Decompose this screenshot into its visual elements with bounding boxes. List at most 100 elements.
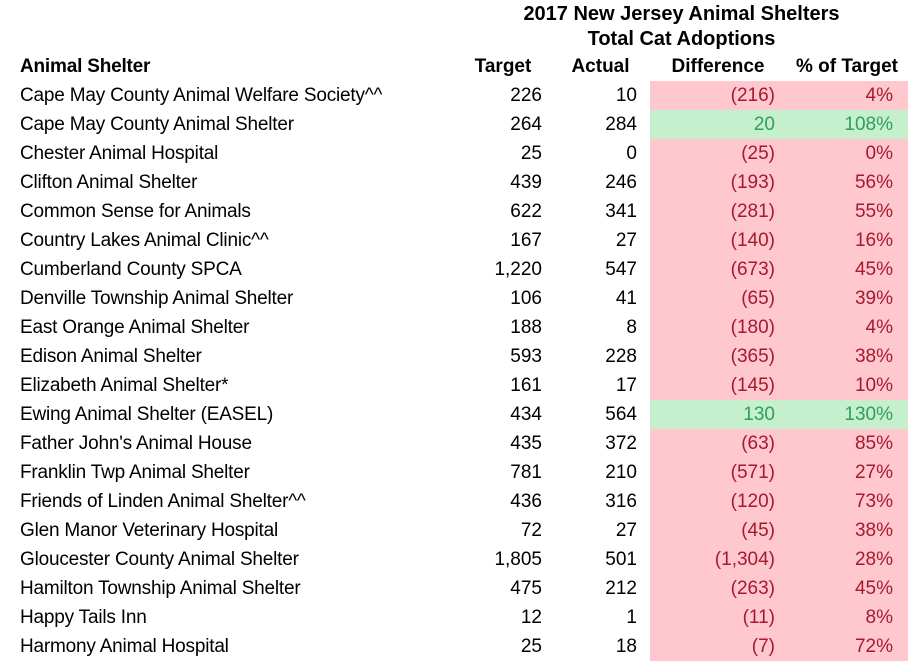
target-cell[interactable]: 188 [510, 317, 542, 338]
actual-cell[interactable]: 246 [605, 172, 637, 193]
actual-cell[interactable]: 10 [615, 85, 637, 106]
pct-of-target-cell[interactable]: 27% [786, 458, 908, 487]
shelter-name-cell[interactable]: Denville Township Animal Shelter [20, 288, 294, 309]
difference-cell[interactable]: (673) [650, 255, 786, 284]
pct-of-target-cell[interactable]: 56% [786, 168, 908, 197]
shelter-name-cell[interactable]: Happy Tails Inn [20, 607, 147, 628]
shelter-name-cell[interactable]: Hamilton Township Animal Shelter [20, 578, 301, 599]
actual-cell[interactable]: 284 [605, 114, 637, 135]
actual-cell[interactable]: 210 [605, 462, 637, 483]
target-cell[interactable]: 434 [510, 404, 542, 425]
actual-cell[interactable]: 372 [605, 433, 637, 454]
pct-of-target-cell[interactable]: 10% [786, 371, 908, 400]
actual-cell[interactable]: 41 [615, 288, 637, 309]
pct-of-target-cell[interactable]: 73% [786, 487, 908, 516]
target-cell[interactable]: 72 [520, 520, 542, 541]
difference-cell[interactable]: (120) [650, 487, 786, 516]
pct-of-target-cell[interactable]: 45% [786, 255, 908, 284]
target-cell[interactable]: 436 [510, 491, 542, 512]
target-cell[interactable]: 167 [510, 230, 542, 251]
shelter-name-cell[interactable]: Elizabeth Animal Shelter* [20, 375, 229, 396]
pct-of-target-cell[interactable]: 85% [786, 429, 908, 458]
pct-of-target-cell[interactable]: 108% [786, 110, 908, 139]
target-cell[interactable]: 264 [510, 114, 542, 135]
difference-cell[interactable]: (365) [650, 342, 786, 371]
pct-of-target-cell[interactable]: 38% [786, 342, 908, 371]
actual-cell[interactable]: 547 [605, 259, 637, 280]
pct-of-target-cell[interactable]: 8% [786, 603, 908, 632]
actual-cell[interactable]: 564 [605, 404, 637, 425]
pct-of-target-cell[interactable]: 72% [786, 632, 908, 661]
difference-cell[interactable]: 20 [650, 110, 786, 139]
target-cell[interactable]: 1,805 [494, 549, 542, 570]
shelter-name-cell[interactable]: Gloucester County Animal Shelter [20, 549, 299, 570]
difference-cell[interactable]: (25) [650, 139, 786, 168]
difference-cell[interactable]: (11) [650, 603, 786, 632]
shelter-name-cell[interactable]: Franklin Twp Animal Shelter [20, 462, 250, 483]
target-cell[interactable]: 12 [520, 607, 542, 628]
difference-cell[interactable]: 130 [650, 400, 786, 429]
difference-cell[interactable]: (263) [650, 574, 786, 603]
pct-of-target-cell[interactable]: 130% [786, 400, 908, 429]
difference-cell[interactable]: (145) [650, 371, 786, 400]
difference-cell[interactable]: (140) [650, 226, 786, 255]
target-cell[interactable]: 439 [510, 172, 542, 193]
actual-cell[interactable]: 18 [615, 636, 637, 657]
shelter-name-cell[interactable]: Chester Animal Hospital [20, 143, 219, 164]
pct-of-target-cell[interactable]: 28% [786, 545, 908, 574]
target-cell[interactable]: 161 [510, 375, 542, 396]
target-cell[interactable]: 226 [510, 85, 542, 106]
pct-of-target-cell[interactable]: 4% [786, 81, 908, 110]
difference-cell[interactable]: (7) [650, 632, 786, 661]
difference-cell[interactable]: (193) [650, 168, 786, 197]
target-cell[interactable]: 622 [510, 201, 542, 222]
actual-cell[interactable]: 316 [605, 491, 637, 512]
target-cell[interactable]: 25 [520, 143, 542, 164]
difference-cell[interactable]: (1,304) [650, 545, 786, 574]
target-cell[interactable]: 435 [510, 433, 542, 454]
pct-of-target-cell[interactable]: 16% [786, 226, 908, 255]
pct-of-target-cell[interactable]: 38% [786, 516, 908, 545]
shelter-name-cell[interactable]: Common Sense for Animals [20, 201, 251, 222]
shelter-name-cell[interactable]: Harmony Animal Hospital [20, 636, 229, 657]
actual-cell[interactable]: 1 [626, 607, 637, 628]
pct-of-target-cell[interactable]: 4% [786, 313, 908, 342]
actual-cell[interactable]: 8 [626, 317, 637, 338]
pct-of-target-cell[interactable]: 45% [786, 574, 908, 603]
actual-cell[interactable]: 501 [605, 549, 637, 570]
pct-of-target-cell[interactable]: 39% [786, 284, 908, 313]
shelter-name-cell[interactable]: Friends of Linden Animal Shelter^^ [20, 491, 306, 512]
pct-of-target-cell[interactable]: 55% [786, 197, 908, 226]
difference-cell[interactable]: (180) [650, 313, 786, 342]
target-cell[interactable]: 781 [510, 462, 542, 483]
actual-cell[interactable]: 228 [605, 346, 637, 367]
shelter-name-cell[interactable]: Cape May County Animal Shelter [20, 114, 294, 135]
shelter-name-cell[interactable]: East Orange Animal Shelter [20, 317, 250, 338]
actual-cell[interactable]: 341 [605, 201, 637, 222]
actual-cell[interactable]: 17 [615, 375, 637, 396]
difference-cell[interactable]: (65) [650, 284, 786, 313]
target-cell[interactable]: 475 [510, 578, 542, 599]
actual-cell[interactable]: 212 [605, 578, 637, 599]
shelter-name-cell[interactable]: Glen Manor Veterinary Hospital [20, 520, 279, 541]
shelter-name-cell[interactable]: Father John's Animal House [20, 433, 252, 454]
difference-cell[interactable]: (45) [650, 516, 786, 545]
shelter-name-cell[interactable]: Ewing Animal Shelter (EASEL) [20, 404, 274, 425]
shelter-name-cell[interactable]: Cape May County Animal Welfare Society^^ [20, 85, 383, 106]
actual-cell[interactable]: 27 [615, 230, 637, 251]
target-cell[interactable]: 106 [510, 288, 542, 309]
target-cell[interactable]: 1,220 [494, 259, 542, 280]
difference-cell[interactable]: (63) [650, 429, 786, 458]
difference-cell[interactable]: (571) [650, 458, 786, 487]
shelter-name-cell[interactable]: Country Lakes Animal Clinic^^ [20, 230, 269, 251]
shelter-name-cell[interactable]: Clifton Animal Shelter [20, 172, 198, 193]
difference-cell[interactable]: (281) [650, 197, 786, 226]
pct-of-target-cell[interactable]: 0% [786, 139, 908, 168]
actual-cell[interactable]: 27 [615, 520, 637, 541]
shelter-name-cell[interactable]: Edison Animal Shelter [20, 346, 202, 367]
difference-cell[interactable]: (216) [650, 81, 786, 110]
actual-cell[interactable]: 0 [626, 143, 637, 164]
target-cell[interactable]: 593 [510, 346, 542, 367]
target-cell[interactable]: 25 [520, 636, 542, 657]
shelter-name-cell[interactable]: Cumberland County SPCA [20, 259, 242, 280]
